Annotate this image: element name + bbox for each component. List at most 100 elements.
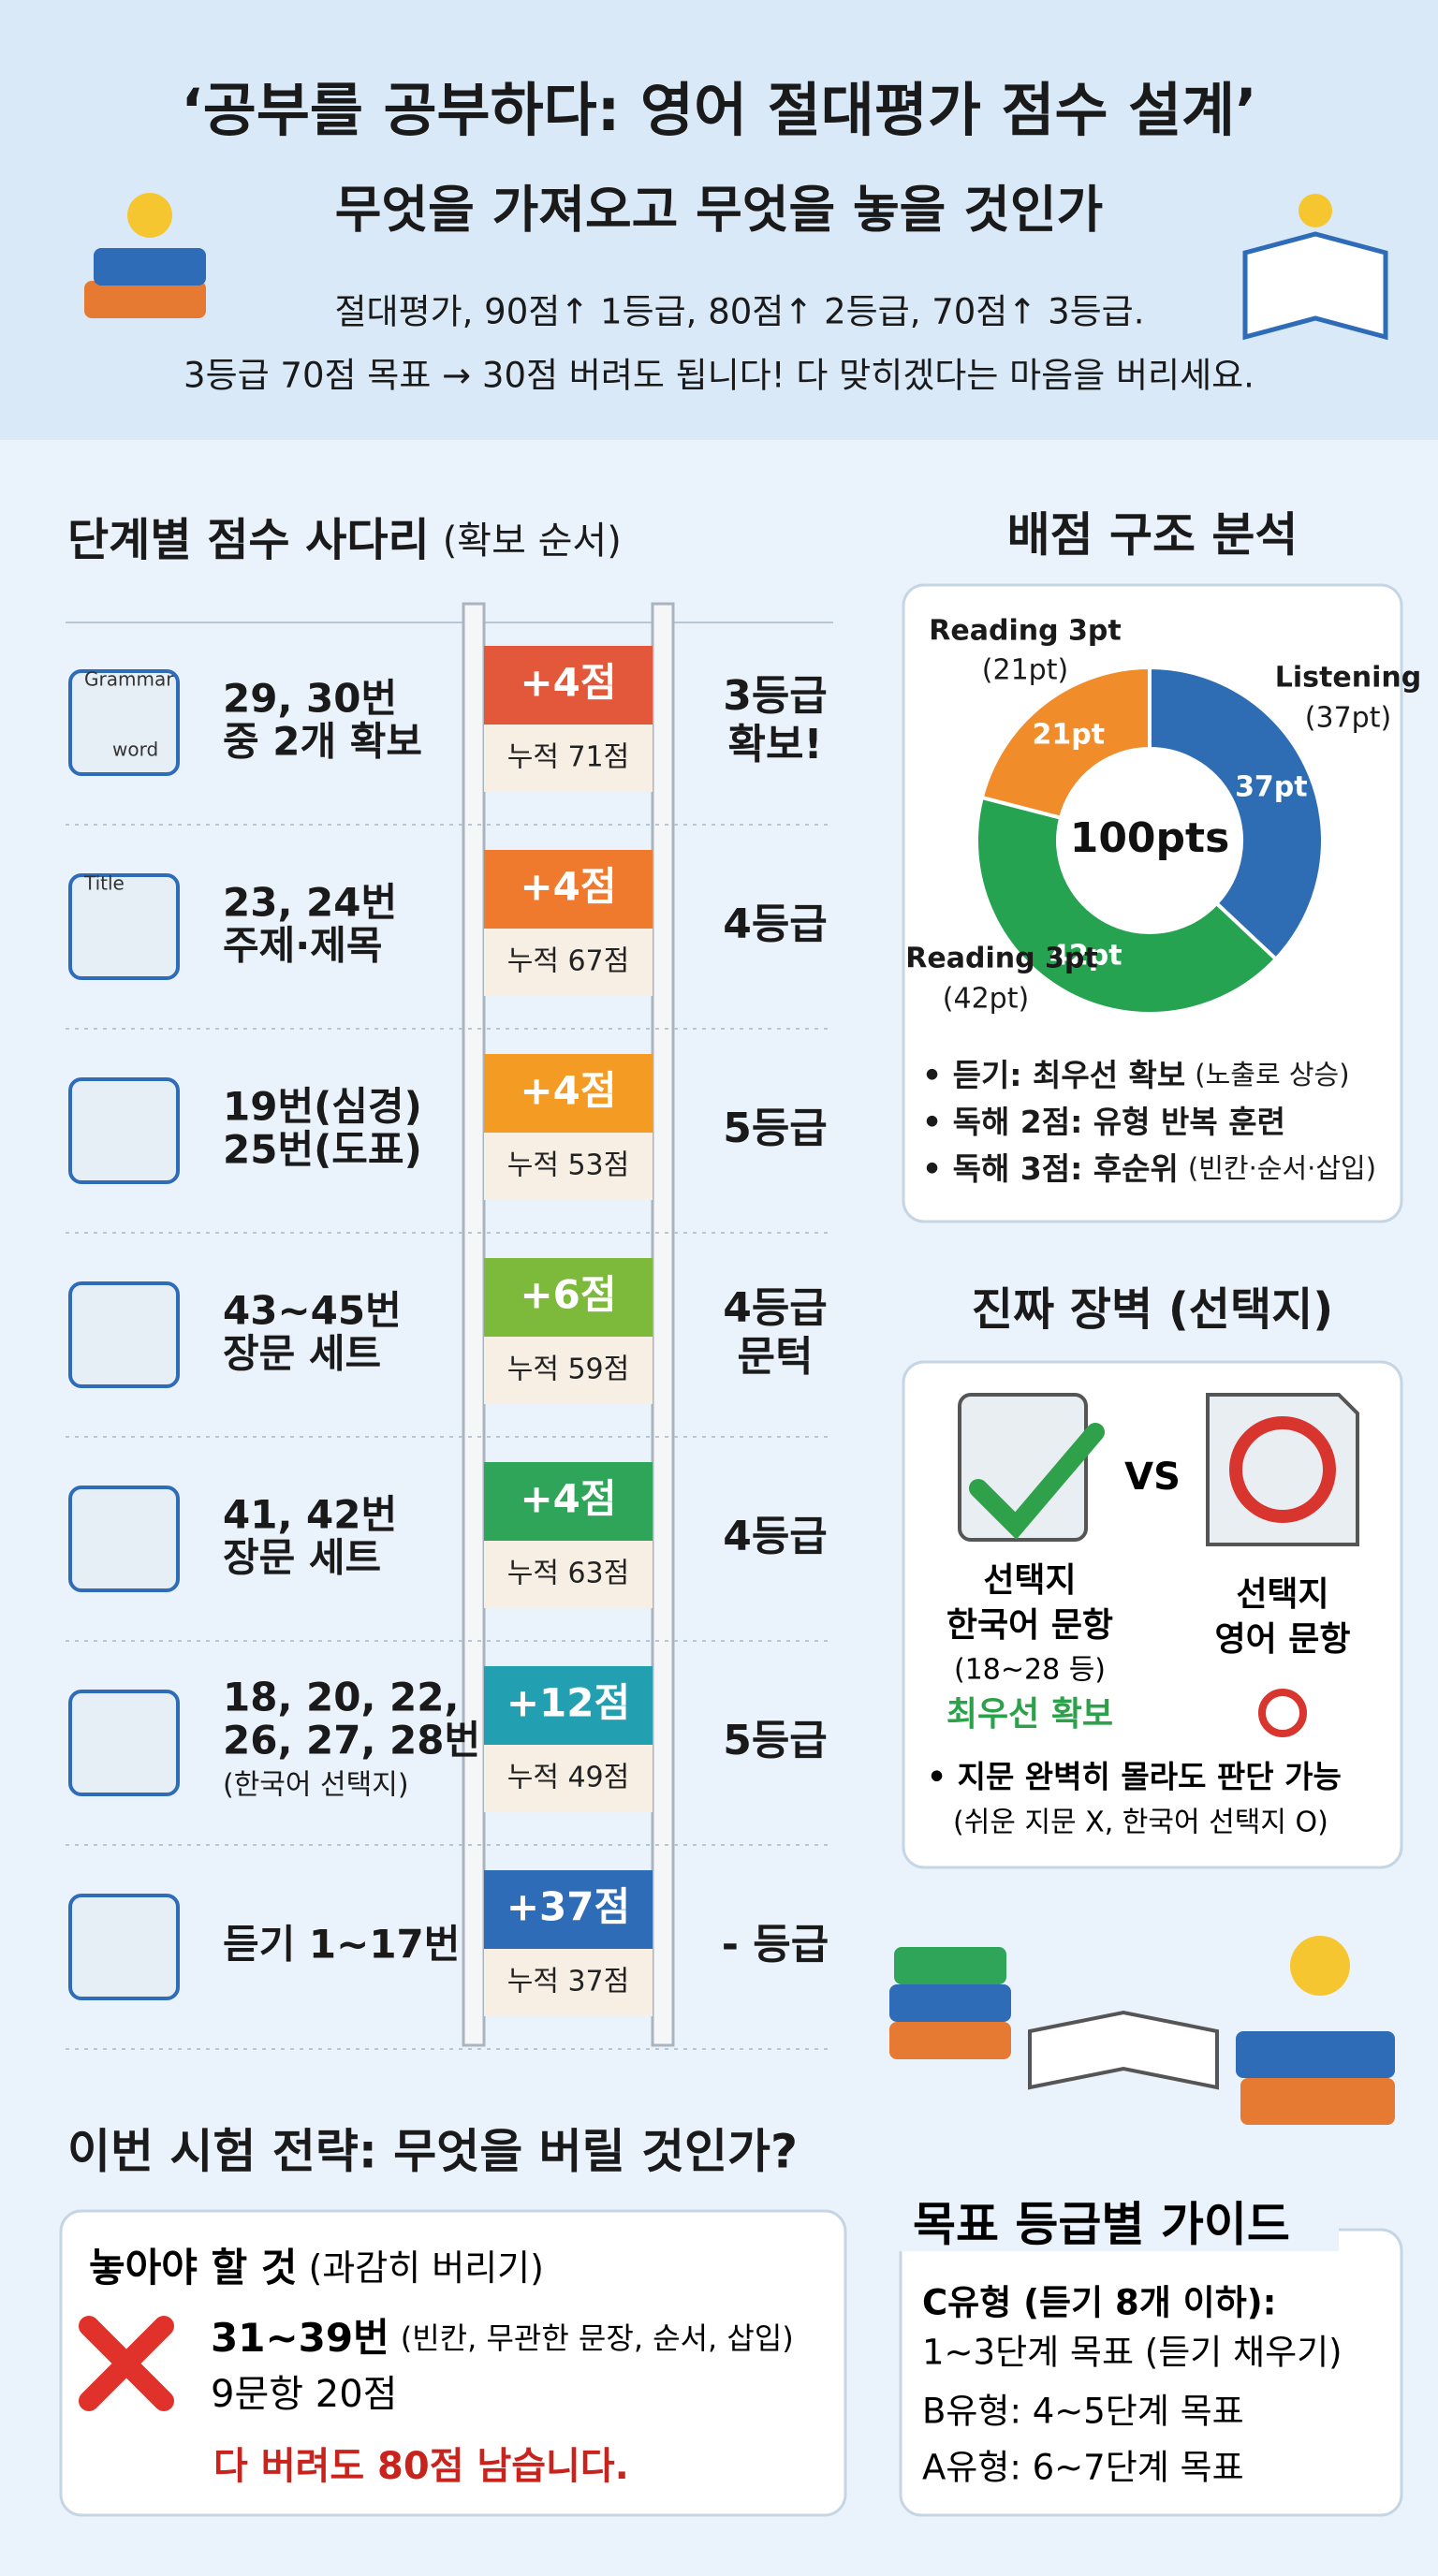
step-label: 43~45번 <box>223 1288 402 1334</box>
step-total: 누적 71점 <box>507 741 630 774</box>
guide-line: A유형: 6~7단계 목표 <box>922 2448 1244 2488</box>
guide-line: B유형: 4~5단계 목표 <box>922 2392 1244 2432</box>
header-icons <box>84 193 1388 341</box>
panel <box>59 2209 847 2517</box>
step-grade: 4등급 <box>723 900 828 948</box>
step-icon <box>68 873 180 980</box>
step-icon <box>68 1894 180 2000</box>
intro-line: 절대평가, 90점↑ 1등급, 80점↑ 2등급, 70점↑ 3등급. <box>334 292 1144 332</box>
ladder-title-main: 단계별 점수 사다리 <box>67 514 430 566</box>
strategy-title: 이번 시험 전략: 무엇을 버릴 것인가? <box>67 2125 798 2179</box>
subtitle: 무엇을 가져오고 무엇을 놓을 것인가 <box>335 181 1103 240</box>
slice-label: 42pt <box>1049 939 1123 972</box>
step-icon <box>68 1486 180 1592</box>
item-note: (빈칸, 무관한 문장, 순서, 삽입) <box>401 2320 794 2356</box>
left-label: (18~28 등) <box>954 1654 1106 1687</box>
icon-text: Title <box>83 872 125 895</box>
step-label: 25번(도표) <box>223 1127 422 1173</box>
slice-label: 37pt <box>1235 770 1308 803</box>
bullet-note: (빈칸·순서·삽입) <box>1188 1152 1376 1184</box>
left-label: 최우선 확보 <box>946 1695 1113 1734</box>
left-label: 선택지 <box>983 1561 1076 1600</box>
icon-text: word <box>112 739 158 761</box>
step-box <box>484 850 653 929</box>
step-label: 23, 24번 <box>223 880 397 926</box>
step-box-total <box>484 1337 653 1404</box>
strategy-item: 31~39번 (빈칸, 무관한 문장, 순서, 삽입) <box>211 2315 794 2361</box>
header-band <box>0 0 1438 440</box>
barrier-note: (쉬운 지문 X, 한국어 선택지 O) <box>953 1807 1328 1839</box>
bullet: • 독해 2점: 유형 반복 훈련 <box>922 1104 1285 1140</box>
step-label: 장문 세트 <box>223 1331 381 1377</box>
step-icon <box>68 1077 180 1184</box>
step-label: 듣기 1~17번 <box>223 1922 460 1968</box>
step-label: 26, 27, 28번 <box>223 1718 480 1764</box>
step-box-total <box>484 1541 653 1608</box>
step-box-total <box>484 1133 653 1200</box>
step-box-total <box>484 1745 653 1812</box>
step-total: 누적 49점 <box>507 1762 630 1794</box>
step-gain: +4점 <box>520 1068 616 1114</box>
step-label: 29, 30번 <box>223 676 397 722</box>
step-grade: 문턱 <box>738 1333 814 1381</box>
step-box-total <box>484 929 653 996</box>
box-title: 놓아야 할 것 <box>89 2245 297 2291</box>
step-icon <box>68 669 180 776</box>
step-label: 18, 20, 22, <box>223 1675 459 1720</box>
step-grade: 확보! <box>727 721 822 768</box>
item: 31~39번 <box>211 2315 389 2361</box>
step-grade: 4등급 <box>723 1513 828 1560</box>
bullet-note: (노출로 상승) <box>1195 1059 1349 1090</box>
step-box-total <box>484 1949 653 2016</box>
bullet: • 듣기: 최우선 확보 (노출로 상승) <box>922 1057 1350 1093</box>
vs: VS <box>1124 1456 1181 1499</box>
strategy-conclusion: 다 버려도 80점 남습니다. <box>213 2445 629 2488</box>
x-icon <box>79 2316 174 2411</box>
bullet: • 독해 3점: 후순위 (빈칸·순서·삽입) <box>922 1150 1376 1187</box>
slice-name: Reading 3pt <box>929 615 1121 648</box>
right-label: 선택지 <box>1236 1575 1328 1614</box>
donut-slice <box>975 795 1279 1016</box>
books-illustration <box>889 1936 1395 2125</box>
donut-slice <box>1148 665 1325 962</box>
bullet-bold: • 듣기: 최우선 확보 <box>922 1057 1185 1093</box>
donut-center: 100pts <box>1070 814 1230 862</box>
step-gain: +4점 <box>520 660 616 706</box>
step-gain: +4점 <box>520 864 616 910</box>
box-note: (과감히 버리기) <box>308 2247 544 2289</box>
step-box <box>484 1666 653 1745</box>
right-label: 영어 문항 <box>1214 1620 1350 1659</box>
step-total: 누적 67점 <box>507 945 630 978</box>
guide-title: 목표 등급별 가이드 <box>913 2198 1290 2252</box>
left-label: 한국어 문항 <box>946 1606 1113 1645</box>
step-label: 중 2개 확보 <box>223 719 422 765</box>
guide-line: 1~3단계 목표 (듣기 채우기) <box>922 2333 1343 2373</box>
slice-name: Listening <box>1275 662 1421 695</box>
step-box <box>484 1462 653 1541</box>
step-label: 19번(심경) <box>223 1084 422 1130</box>
step-gain: +37점 <box>506 1884 630 1930</box>
step-label: 주제·제목 <box>223 923 383 969</box>
bullet-bold: • 독해 3점: 후순위 <box>922 1150 1179 1187</box>
step-grade: 3등급 <box>723 672 828 720</box>
step-grade: - 등급 <box>722 1921 829 1969</box>
step-gain: +12점 <box>506 1680 630 1726</box>
ladder-rail <box>651 602 675 2047</box>
slice-name: Reading 3pt <box>905 943 1097 975</box>
step-gain: +6점 <box>520 1272 616 1318</box>
intro-line: 3등급 70점 목표 → 30점 버려도 됩니다! 다 맞히겠다는 마음을 버리… <box>183 356 1255 396</box>
step-total: 누적 53점 <box>507 1149 630 1182</box>
barrier-bullet: • 지문 완벽히 몰라도 판단 가능 <box>927 1759 1342 1795</box>
ladder-rail <box>462 602 486 2047</box>
title: ‘공부를 공부하다: 영어 절대평가 점수 설계’ <box>181 76 1257 144</box>
panel-title: 배점 구조 분석 <box>1007 508 1299 563</box>
strategy-count: 9문항 20점 <box>211 2373 397 2416</box>
title-backdrop <box>899 2204 1339 2251</box>
step-grade: 5등급 <box>723 1717 828 1764</box>
donut-slice <box>979 665 1152 821</box>
step-total: 누적 59점 <box>507 1354 630 1386</box>
step-label: 41, 42번 <box>223 1492 397 1538</box>
slice-outer-label: (21pt) <box>982 654 1068 687</box>
